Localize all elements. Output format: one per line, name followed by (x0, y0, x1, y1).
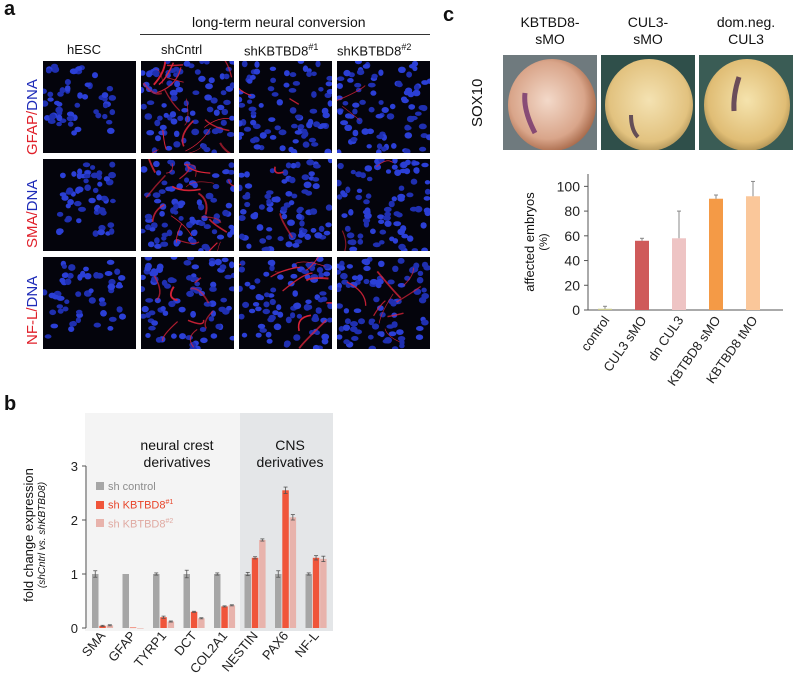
bar-sma-1 (92, 574, 99, 628)
legend-swatch (96, 500, 104, 509)
micrograph-nfl-shcntrl (141, 257, 234, 349)
bar-tyrp1-2 (160, 617, 167, 628)
bar-nestin-2 (251, 557, 259, 628)
column-label-shkbtbd8-1: shKBTBD8#1 (244, 42, 319, 59)
y-tick-label: 0 (572, 302, 580, 318)
bar-kbtbd8-smo (709, 198, 723, 310)
embryo-title-cul3: CUL3- sMO (627, 14, 669, 47)
bar-dct-2 (190, 611, 198, 628)
bar-nf-l-3 (320, 558, 327, 628)
bar-gfap-1 (122, 574, 129, 628)
embryo-title-domneg: dom.neg. CUL3 (716, 14, 776, 47)
bar-tyrp1-1 (153, 574, 160, 628)
bar-nestin-1 (244, 574, 251, 628)
column-label-shcntrl: shCntrl (161, 42, 203, 57)
bar-gfap-3 (137, 628, 144, 629)
micrograph-gfap-shkbtbd8-1 (239, 61, 332, 153)
panel-a-header: long-term neural conversion (192, 14, 366, 30)
micrograph-nfl-hesc (43, 257, 136, 349)
column-label-hesc: hESC (67, 42, 101, 57)
group-label-neural-crest: neural crest derivatives (140, 437, 214, 470)
micrograph-nfl-shkbtbd8-1 (239, 257, 332, 349)
embryo-image-cul3 (601, 55, 695, 151)
bar-nf-l-1 (305, 574, 312, 628)
bar-dct-3 (198, 618, 205, 628)
panel-a-letter: a (4, 0, 16, 20)
column-label-shkbtbd8-2: shKBTBD8#2 (337, 42, 412, 59)
sox10-row-label: SOX10 (469, 78, 486, 127)
row-label-sma: SMA/DNA (24, 179, 41, 248)
legend-item-sh-kbtbd8-1: sh KBTBD8#1 (96, 495, 173, 514)
panel-b-letter: b (4, 393, 17, 415)
bar-col2a1-3 (228, 605, 236, 628)
bar-col2a1-1 (214, 574, 221, 628)
y-tick-label: 3 (71, 459, 78, 474)
bar-pax6-3 (289, 517, 297, 628)
group-label-cns: CNS derivatives (256, 437, 324, 470)
bar-col2a1-2 (221, 606, 228, 628)
bar-dn-cul3 (672, 238, 686, 310)
micrograph-gfap-shcntrl (141, 61, 234, 153)
micrograph-sma-shcntrl (141, 159, 234, 251)
bar-pax6-1 (275, 574, 282, 628)
x-tick-label: control (578, 313, 613, 354)
panel-a-header-rule (140, 34, 430, 35)
y-tick-label: 80 (564, 203, 580, 219)
bar-cul3-smo (635, 240, 649, 310)
bar-sma-3 (106, 625, 114, 628)
micrograph-nfl-shkbtbd8-2 (337, 257, 430, 349)
bar-pax6-2 (282, 490, 289, 628)
micrograph-sma-shkbtbd8-1 (239, 159, 332, 251)
micrograph-sma-shkbtbd8-2 (337, 159, 430, 251)
row-label-gfap: GFAP/DNA (24, 79, 41, 155)
x-tick-label: TYRP1 (131, 628, 169, 670)
legend-item-sh-kbtbd8-2: sh KBTBD8#2 (96, 514, 173, 533)
bar-tyrp1-3 (167, 621, 175, 628)
bar-control (598, 308, 612, 310)
micrograph-gfap-hesc (43, 61, 136, 153)
legend-swatch (96, 519, 104, 528)
embryo-image-kbtbd8 (503, 55, 597, 151)
y-tick-label: 100 (557, 178, 581, 194)
legend-swatch (96, 482, 104, 490)
y-tick-label: 60 (564, 228, 580, 244)
x-tick-label: DCT (171, 628, 200, 658)
x-tick-label: PAX6 (259, 628, 291, 662)
row-label-nfl: NF-L/DNA (24, 275, 41, 345)
embryo-title-kbtbd8: KBTBD8- sMO (520, 14, 580, 47)
y-tick-label: 20 (564, 277, 580, 293)
panel-b-legend: sh control sh KBTBD8#1 sh KBTBD8#2 (96, 480, 173, 532)
micrograph-gfap-shkbtbd8-2 (337, 61, 430, 153)
x-tick-label: NF-L (292, 628, 322, 660)
bar-sma-2 (99, 625, 106, 628)
y-tick-label: 0 (71, 621, 78, 636)
bar-gfap-2 (129, 627, 137, 629)
legend-item-sh-control: sh control (96, 480, 173, 495)
bar-nf-l-2 (312, 557, 320, 628)
panel-c-letter: c (443, 4, 455, 26)
y-tick-label: 1 (71, 567, 78, 582)
y-tick-label: 2 (71, 513, 78, 528)
y-tick-label: 40 (564, 253, 580, 269)
bar-kbtbd8-tmo (746, 196, 760, 310)
bar-nestin-3 (259, 539, 266, 628)
bar-dct-1 (183, 574, 190, 628)
micrograph-sma-hesc (43, 159, 136, 251)
embryo-image-domneg-cul3 (699, 55, 793, 151)
